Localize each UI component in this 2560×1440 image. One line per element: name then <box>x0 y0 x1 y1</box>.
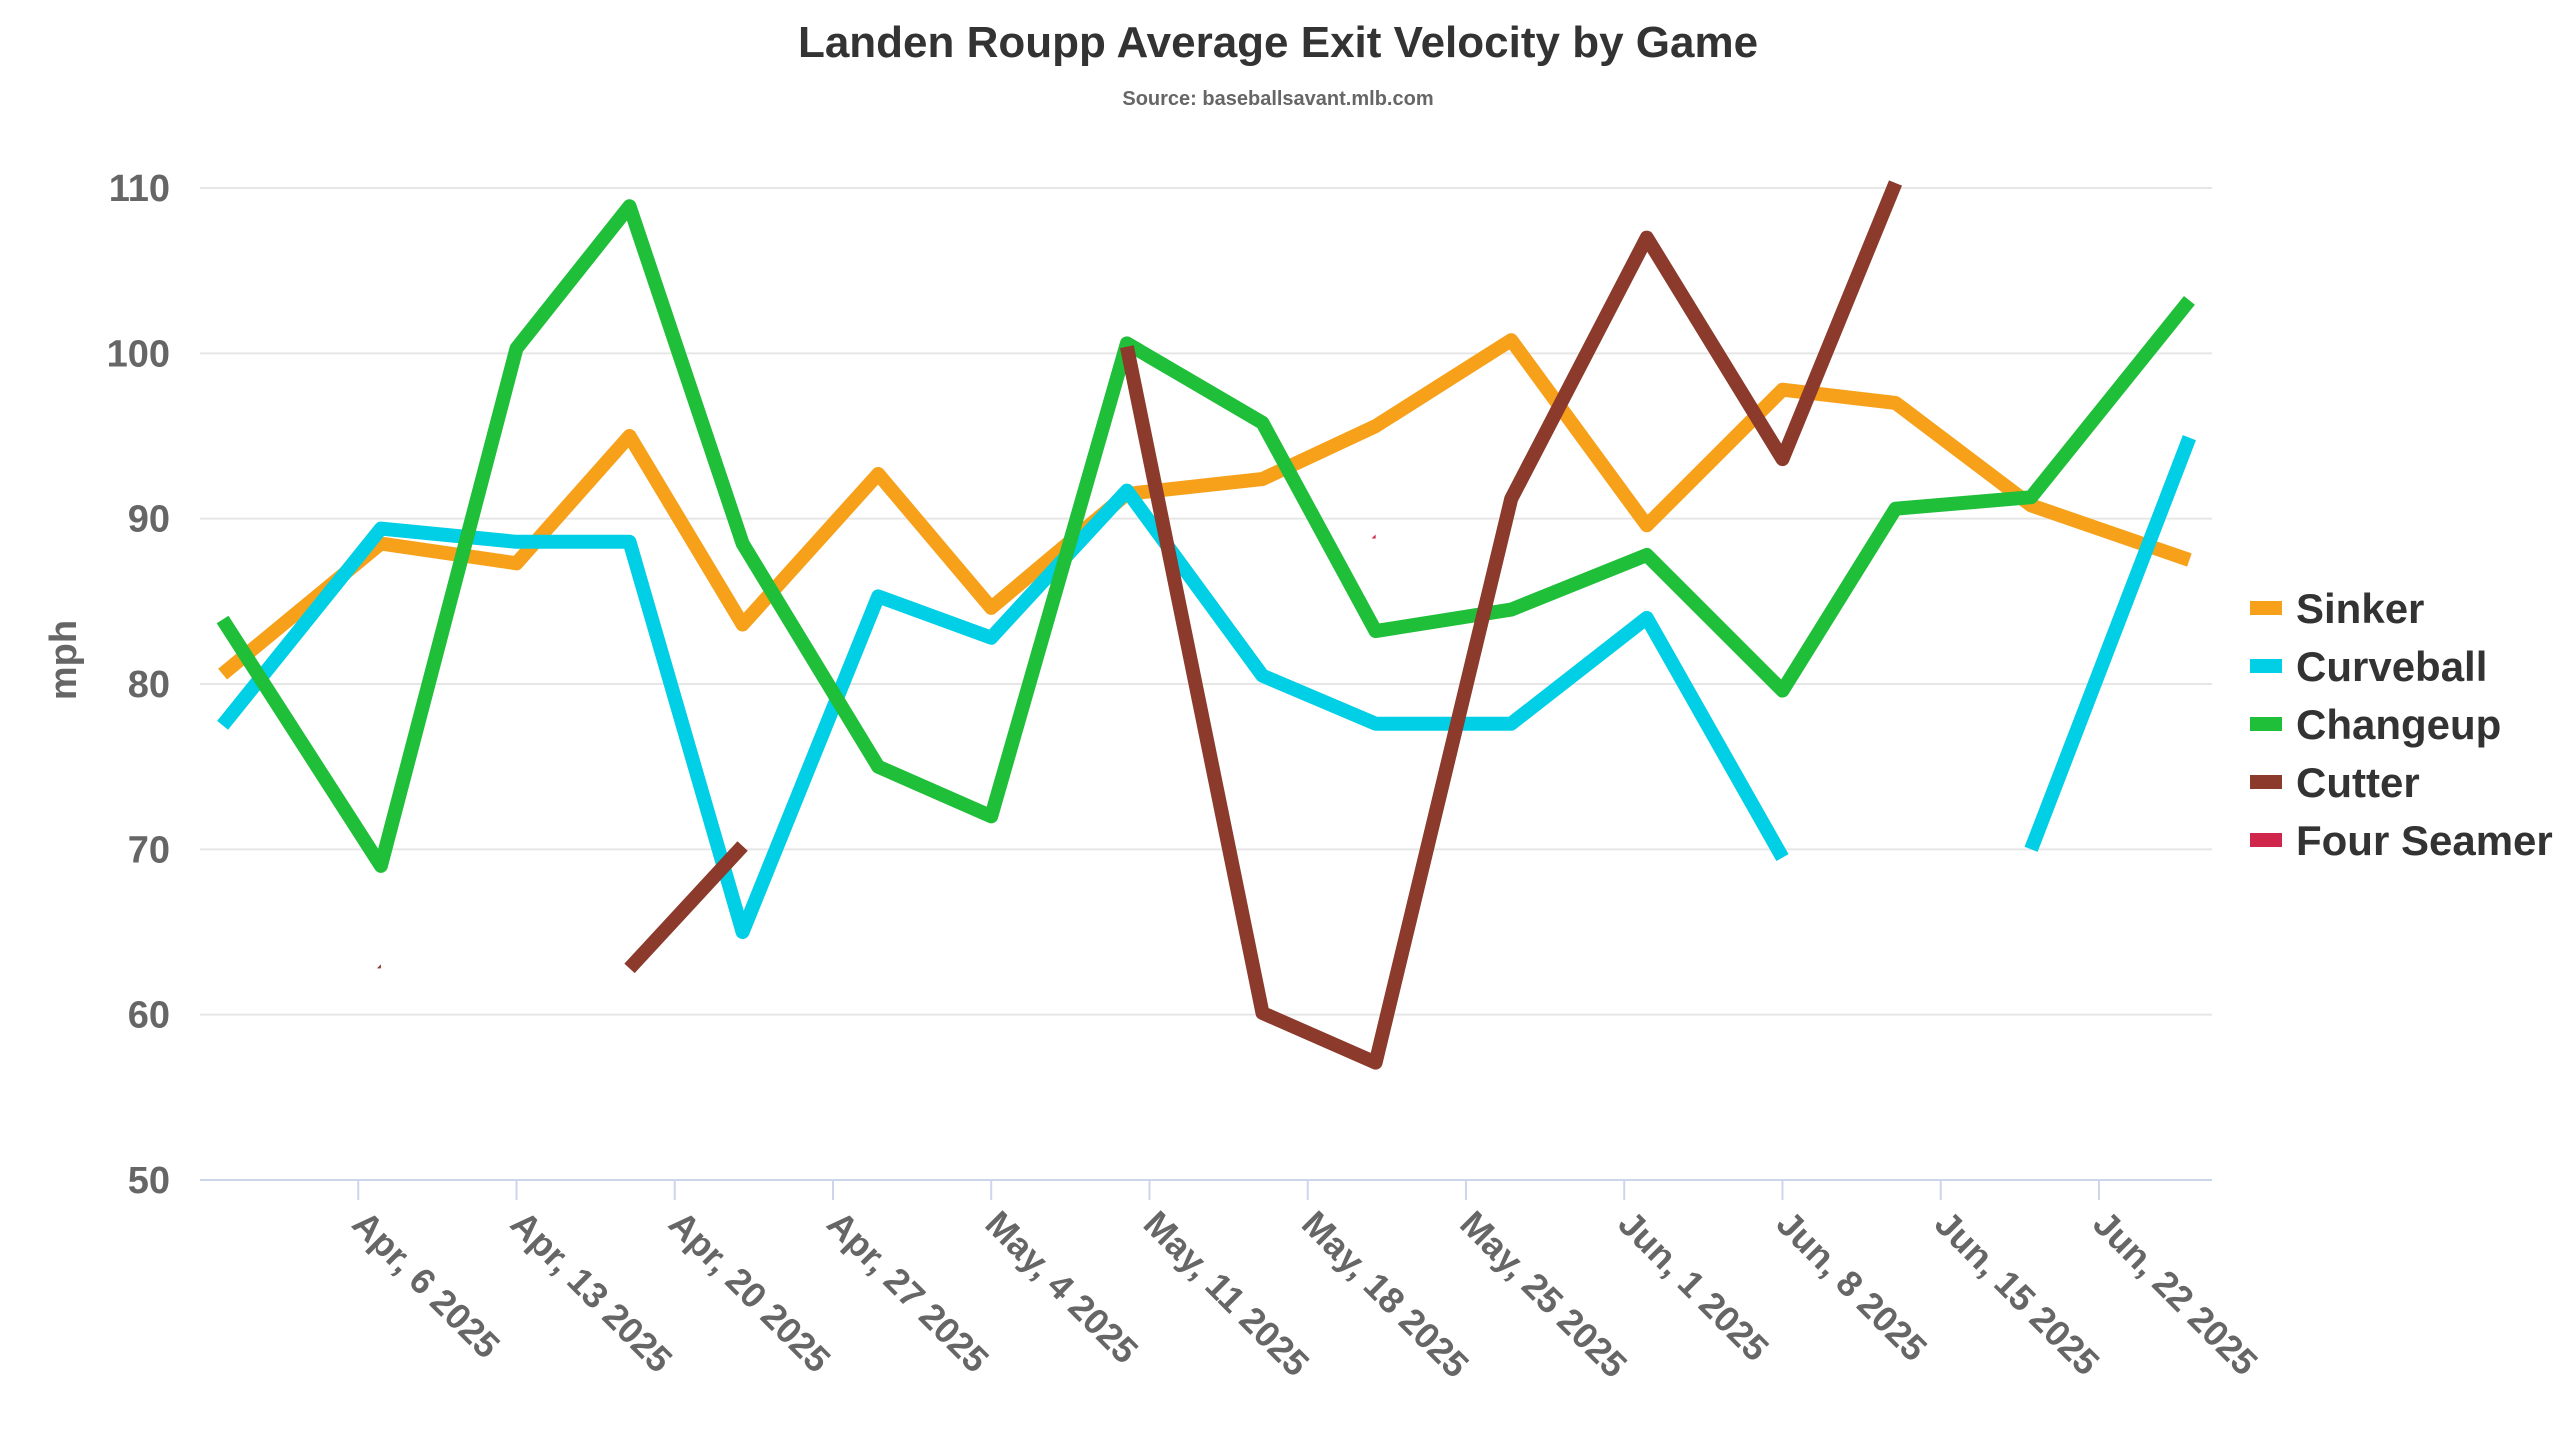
legend-item-changeup[interactable]: Changeup <box>2250 701 2501 748</box>
x-tick-label: Jun, 22 2025 <box>2085 1203 2265 1383</box>
legend-item-four-seamer[interactable]: Four Seamer <box>2250 817 2553 864</box>
x-tick-label: Apr, 20 2025 <box>661 1203 839 1381</box>
series-lines <box>216 180 2196 1070</box>
legend-swatch <box>2250 775 2282 789</box>
legend-label: Changeup <box>2296 701 2501 748</box>
x-tick-label: Jun, 8 2025 <box>1769 1203 1935 1369</box>
y-axis-ticks: 50 60 70 80 90 100 110 <box>107 168 170 1202</box>
series-sinker <box>218 333 2192 680</box>
legend-item-cutter[interactable]: Cutter <box>2250 759 2420 806</box>
series-line-sinker <box>218 333 2192 680</box>
y-tick-label: 60 <box>128 995 170 1037</box>
y-tick-label: 50 <box>128 1160 170 1202</box>
x-tick-label: Apr, 13 2025 <box>503 1203 681 1381</box>
x-tick-label: Apr, 27 2025 <box>819 1203 997 1381</box>
legend-swatch <box>2250 659 2282 673</box>
series-line-curveball <box>217 483 1789 939</box>
chart-subtitle: Source: baseballsavant.mlb.com <box>1122 88 1433 110</box>
legend-item-curveball[interactable]: Curveball <box>2250 643 2487 690</box>
x-tick-label: Jun, 1 2025 <box>1611 1203 1777 1369</box>
series-point-cutter <box>376 964 381 969</box>
x-tick-label: May, 11 2025 <box>1136 1203 1317 1384</box>
series-point-four-seamer <box>1371 534 1376 539</box>
legend-swatch <box>2250 833 2282 847</box>
series-changeup <box>216 199 2195 873</box>
x-tick-label: May, 25 2025 <box>1452 1203 1635 1386</box>
x-tick-label: Apr, 6 2025 <box>345 1203 508 1366</box>
series-curveball <box>217 435 2196 939</box>
y-tick-label: 100 <box>107 333 170 375</box>
legend-label: Curveball <box>2296 643 2487 690</box>
chart-title: Landen Roupp Average Exit Velocity by Ga… <box>798 18 1758 67</box>
series-four-seamer <box>1371 534 1376 539</box>
legend-swatch <box>2250 717 2282 731</box>
legend: Sinker Curveball Changeup Cutter Four Seamer <box>2250 585 2553 864</box>
legend-label: Sinker <box>2296 585 2424 632</box>
series-line-changeup <box>216 199 2195 873</box>
gridlines <box>200 187 2212 1181</box>
legend-item-sinker[interactable]: Sinker <box>2250 585 2424 632</box>
legend-swatch <box>2250 601 2282 615</box>
y-tick-label: 90 <box>128 499 170 541</box>
y-tick-label: 80 <box>128 664 170 706</box>
series-cutter <box>376 180 1902 1070</box>
series-line-curveball <box>2024 435 2196 852</box>
legend-label: Four Seamer <box>2296 817 2553 864</box>
y-axis-label: mph <box>43 620 85 700</box>
y-tick-label: 70 <box>128 829 170 871</box>
series-line-cutter <box>1120 180 1902 1070</box>
x-tick-label: May, 4 2025 <box>978 1203 1147 1372</box>
legend-label: Cutter <box>2296 759 2420 806</box>
y-tick-label: 110 <box>109 168 170 210</box>
x-tick-label: May, 18 2025 <box>1294 1203 1477 1386</box>
series-line-cutter <box>624 841 748 974</box>
x-tick-label: Jun, 15 2025 <box>1927 1203 2107 1383</box>
